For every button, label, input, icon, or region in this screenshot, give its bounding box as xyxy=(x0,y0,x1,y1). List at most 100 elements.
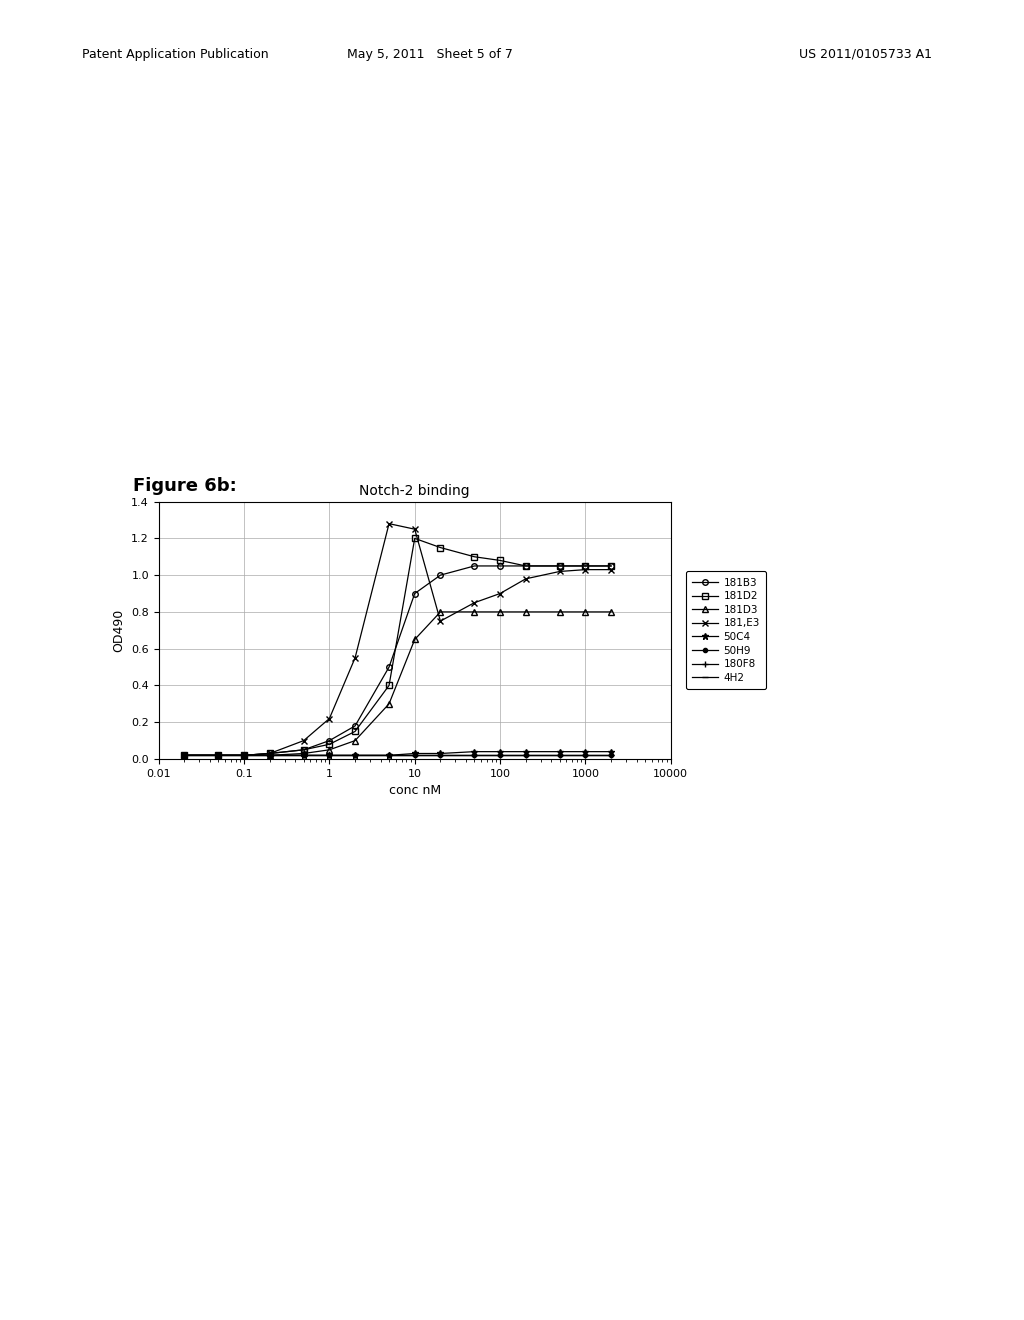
181D2 xyxy=(554,558,566,574)
50H9 xyxy=(434,747,446,763)
4H2 xyxy=(468,747,480,763)
181D3 xyxy=(238,747,250,763)
50H9 xyxy=(580,747,592,763)
50H9 xyxy=(605,747,617,763)
180F8 xyxy=(554,747,566,763)
181,E3 xyxy=(212,747,224,763)
181D3 xyxy=(554,605,566,620)
181D2 xyxy=(468,549,480,565)
Legend: 181B3, 181D2, 181D3, 181,E3, 50C4, 50H9, 180F8, 4H2: 181B3, 181D2, 181D3, 181,E3, 50C4, 50H9,… xyxy=(686,572,766,689)
181B3 xyxy=(468,558,480,574)
181B3 xyxy=(178,747,190,763)
180F8 xyxy=(349,747,361,763)
181D2 xyxy=(383,677,395,693)
180F8 xyxy=(238,747,250,763)
Line: 4H2: 4H2 xyxy=(181,752,614,759)
180F8 xyxy=(468,747,480,763)
181B3 xyxy=(605,558,617,574)
180F8 xyxy=(519,747,531,763)
Line: 181D3: 181D3 xyxy=(181,609,613,758)
180F8 xyxy=(580,747,592,763)
181D2 xyxy=(494,553,506,569)
Title: Notch-2 binding: Notch-2 binding xyxy=(359,483,470,498)
4H2 xyxy=(298,747,310,763)
181D3 xyxy=(324,742,336,758)
181D3 xyxy=(434,605,446,620)
181D2 xyxy=(605,558,617,574)
181D2 xyxy=(519,558,531,574)
4H2 xyxy=(519,747,531,763)
4H2 xyxy=(383,747,395,763)
4H2 xyxy=(238,747,250,763)
181D3 xyxy=(178,747,190,763)
Y-axis label: OD490: OD490 xyxy=(113,609,126,652)
181B3 xyxy=(434,568,446,583)
50C4 xyxy=(324,747,336,763)
50H9 xyxy=(409,747,421,763)
181D3 xyxy=(468,605,480,620)
181B3 xyxy=(383,659,395,675)
181,E3 xyxy=(178,747,190,763)
181B3 xyxy=(263,746,275,762)
50C4 xyxy=(605,743,617,759)
Text: May 5, 2011   Sheet 5 of 7: May 5, 2011 Sheet 5 of 7 xyxy=(347,48,513,61)
181D3 xyxy=(605,605,617,620)
181,E3 xyxy=(554,564,566,579)
181,E3 xyxy=(263,746,275,762)
181D2 xyxy=(434,540,446,556)
180F8 xyxy=(383,747,395,763)
181B3 xyxy=(494,558,506,574)
180F8 xyxy=(324,747,336,763)
180F8 xyxy=(298,747,310,763)
181D3 xyxy=(383,696,395,711)
181D3 xyxy=(580,605,592,620)
50C4 xyxy=(263,747,275,763)
50C4 xyxy=(383,747,395,763)
181,E3 xyxy=(494,586,506,602)
50H9 xyxy=(554,747,566,763)
4H2 xyxy=(554,747,566,763)
181D2 xyxy=(349,723,361,739)
181D2 xyxy=(178,747,190,763)
181D2 xyxy=(409,531,421,546)
50H9 xyxy=(468,747,480,763)
181B3 xyxy=(212,747,224,763)
180F8 xyxy=(494,747,506,763)
50C4 xyxy=(298,747,310,763)
50H9 xyxy=(298,747,310,763)
X-axis label: conc nM: conc nM xyxy=(389,784,440,797)
Line: 181D2: 181D2 xyxy=(181,536,613,758)
181,E3 xyxy=(324,710,336,726)
50C4 xyxy=(349,747,361,763)
50H9 xyxy=(519,747,531,763)
50H9 xyxy=(383,747,395,763)
4H2 xyxy=(494,747,506,763)
4H2 xyxy=(409,747,421,763)
181,E3 xyxy=(580,562,592,578)
180F8 xyxy=(409,747,421,763)
181D3 xyxy=(298,746,310,762)
181B3 xyxy=(238,747,250,763)
4H2 xyxy=(212,747,224,763)
181D3 xyxy=(519,605,531,620)
50H9 xyxy=(238,747,250,763)
181B3 xyxy=(519,558,531,574)
181D2 xyxy=(324,737,336,752)
181,E3 xyxy=(238,747,250,763)
50C4 xyxy=(212,747,224,763)
Text: Patent Application Publication: Patent Application Publication xyxy=(82,48,268,61)
50C4 xyxy=(178,747,190,763)
Line: 181,E3: 181,E3 xyxy=(181,520,614,759)
50H9 xyxy=(263,747,275,763)
181B3 xyxy=(409,586,421,602)
181D3 xyxy=(212,747,224,763)
50C4 xyxy=(519,743,531,759)
4H2 xyxy=(605,747,617,763)
4H2 xyxy=(178,747,190,763)
181,E3 xyxy=(383,516,395,532)
180F8 xyxy=(434,747,446,763)
180F8 xyxy=(178,747,190,763)
50H9 xyxy=(494,747,506,763)
50H9 xyxy=(349,747,361,763)
181,E3 xyxy=(434,614,446,630)
